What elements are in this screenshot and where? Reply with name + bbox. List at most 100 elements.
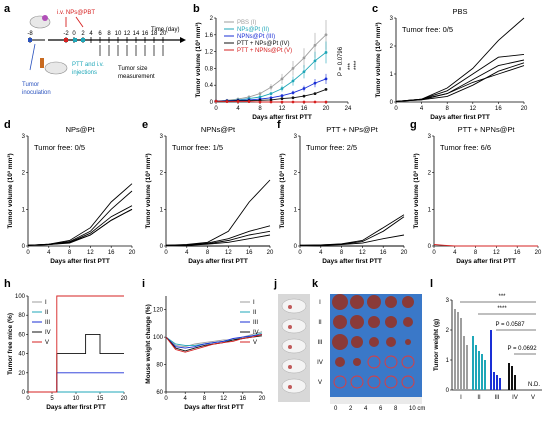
x-tick-label: 5 — [50, 396, 54, 402]
tumor-spot — [288, 305, 292, 309]
tumor-sample — [332, 294, 348, 310]
bar — [463, 336, 465, 390]
y-tick-label: 120 — [153, 308, 164, 314]
series-line — [166, 234, 271, 246]
x-tick-label: 16 — [495, 106, 502, 112]
x-tick-label: III — [494, 395, 499, 401]
y-tick-label: 3 — [160, 134, 164, 140]
x-tick-label: 4 — [47, 250, 51, 256]
x-tick-label: 12 — [469, 106, 476, 112]
x-tick-label: I — [460, 395, 462, 401]
chart-title: PTT + NPNs@Pt — [458, 125, 516, 134]
panel-label-g: g — [410, 119, 417, 131]
p-value: P = 0.0587 — [495, 322, 525, 328]
panel-label-k: k — [312, 278, 319, 290]
legend-label: I — [253, 300, 255, 306]
panel-label-c: c — [372, 3, 378, 15]
x-tick-label: 12 — [359, 250, 366, 256]
y-tick-label: 100 — [153, 335, 164, 341]
y-tick-label: 40 — [18, 352, 25, 358]
x-tick-label: IV — [512, 395, 518, 401]
data-point — [258, 100, 262, 104]
y-axis-label: Tumor free mice (%) — [7, 313, 14, 375]
tumor-spot — [288, 385, 292, 389]
laser-icon — [40, 58, 44, 68]
y-tick-label: 0 — [22, 244, 26, 250]
x-axis-label: Days after first PTT — [184, 404, 244, 411]
empty-circle — [401, 375, 415, 389]
x-tick-label: 4 — [184, 396, 188, 402]
bar — [511, 366, 513, 390]
data-point — [313, 100, 317, 104]
y-tick-label: 2 — [160, 171, 164, 177]
data-point — [302, 94, 306, 98]
row-label: V — [318, 380, 322, 386]
significance: *** — [348, 62, 354, 70]
x-tick-label: 16 — [380, 250, 387, 256]
series-line — [165, 333, 263, 353]
series-line — [299, 216, 405, 246]
y-tick-label: 2 — [428, 171, 432, 177]
y-tick-label: 2 — [390, 44, 394, 50]
y-tick-label: 2 — [210, 16, 214, 22]
x-tick-label: 16 — [301, 106, 308, 112]
series-line — [395, 59, 525, 102]
ruler-label: 10 cm — [409, 406, 425, 412]
data-point — [313, 92, 317, 95]
ruler-label: 2 — [349, 406, 353, 412]
tumor-sample — [333, 315, 347, 329]
tumor-label: inoculation — [22, 90, 51, 96]
y-tick-label: 100 — [15, 294, 26, 300]
series-line — [28, 295, 124, 393]
tumor-sample — [335, 357, 345, 367]
row-label: II — [318, 320, 322, 326]
bar — [454, 309, 456, 390]
empty-circle — [401, 355, 415, 369]
legend-label: III — [253, 320, 258, 326]
schedule-tick-label: 12 — [124, 31, 131, 37]
x-tick-label: 20 — [259, 396, 266, 402]
y-tick-label: 3 — [294, 134, 298, 140]
series-line — [165, 333, 263, 349]
ruler-label: 8 — [394, 406, 398, 412]
schedule-tick-label: 6 — [98, 31, 102, 37]
panel-label-i: i — [142, 278, 145, 290]
tumor-sample — [350, 295, 364, 309]
schedule-tick-label: 8 — [107, 31, 111, 37]
bar — [478, 351, 480, 390]
empty-circle — [384, 375, 398, 389]
y-axis-label: Mouse weight change (%) — [145, 304, 152, 383]
bar — [457, 312, 459, 390]
legend-label: I — [45, 300, 47, 306]
y-tick-label: 1.6 — [205, 33, 214, 39]
series-line — [165, 179, 271, 246]
x-tick-label: 4 — [236, 106, 240, 112]
y-tick-label: 2 — [294, 171, 298, 177]
series-line — [433, 244, 538, 247]
x-tick-label: 15 — [97, 396, 104, 402]
legend-label: IV — [45, 330, 51, 336]
x-tick-label: 10 — [73, 396, 80, 402]
y-axis-label: Tumor volume (10³ mm³) — [195, 22, 202, 97]
x-axis-label: Days after first PTT — [430, 114, 490, 121]
bar — [496, 375, 498, 390]
y-tick-label: 3 — [390, 16, 394, 22]
schedule-tick-label: -2 — [63, 31, 69, 37]
x-tick-label: 0 — [214, 106, 218, 112]
panel-label-j: j — [273, 278, 277, 290]
tumor-free-note: Tumor free: 0/5 — [402, 25, 453, 34]
x-tick-label: 20 — [129, 250, 136, 256]
x-tick-label: 20 — [267, 250, 274, 256]
x-tick-label: 8 — [474, 250, 478, 256]
mouse-photo — [281, 318, 307, 334]
legend-label: PBS (I) — [237, 20, 256, 26]
chart-title: NPs@Pt — [66, 125, 96, 134]
chart-title: PTT + NPs@Pt — [326, 125, 378, 134]
legend-label: NPNs@Pt (III) — [237, 34, 275, 40]
tumor-sample — [386, 337, 396, 347]
legend-label: V — [45, 340, 49, 346]
tumor-sample — [351, 336, 363, 348]
x-tick-label: 16 — [239, 396, 246, 402]
